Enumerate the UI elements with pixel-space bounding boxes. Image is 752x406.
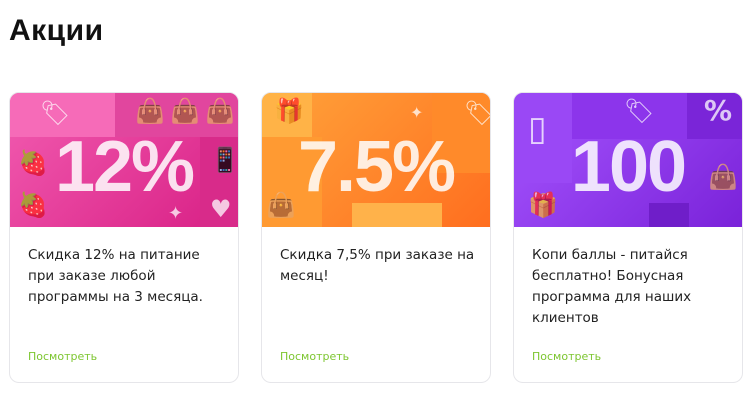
banner-text: 100 (570, 127, 687, 207)
promo-card-100-points[interactable]: ▯ 🎁 🏷 % 👜 100 Копи баллы - питайся беспл… (513, 92, 743, 383)
promo-card-7-5-percent[interactable]: 🎁 👜 ✦ 🏷 7.5% Скидка 7,5% при заказе на м… (261, 92, 491, 383)
banner-text: 7.5% (297, 127, 456, 207)
tag-heart-icon: 🏷 (464, 101, 490, 125)
promo-banner: ▯ 🎁 🏷 % 👜 100 (514, 93, 742, 227)
promo-banner: 🏷 👜 👜 👜 🍓 🍓 📱 ♥ ✦ 12% (10, 93, 238, 227)
view-link[interactable]: Посмотреть (532, 350, 602, 363)
banner-text: 12% (54, 127, 195, 207)
view-link[interactable]: Посмотреть (28, 350, 98, 363)
promo-description: Скидка 12% на питание при заказе любой п… (28, 247, 203, 305)
promo-description: Копи баллы - питайся бесплатно! Бонусная… (532, 247, 692, 326)
tag-icon: 🏷 (624, 97, 655, 125)
gift-icon: 🎁 (274, 97, 304, 125)
bag-icon: 👜 (266, 191, 296, 219)
promo-card-12-percent[interactable]: 🏷 👜 👜 👜 🍓 🍓 📱 ♥ ✦ 12% Скидка 12% на пита… (9, 92, 239, 383)
sparkle-icon: ✦ (168, 203, 184, 224)
bag-heart-icon: 👜 (708, 163, 738, 191)
promo-description: Скидка 7,5% при заказе на месяц! (280, 247, 475, 284)
promo-banner: 🎁 👜 ✦ 🏷 7.5% (262, 93, 490, 227)
page-title: Акции (9, 14, 104, 47)
tag-icon: 🏷 (40, 99, 71, 127)
percent-icon: % (704, 94, 733, 127)
strawberry-icon: 🍓 (18, 191, 48, 219)
strawberry-icon: 🍓 (18, 149, 48, 177)
bag-icon: 👜 (205, 97, 235, 125)
view-link[interactable]: Посмотреть (280, 350, 350, 363)
phone-check-icon: 📱 (210, 146, 238, 174)
bag-icon: 👜 (170, 97, 200, 125)
sparkle-icon: ✦ (410, 103, 424, 122)
bag-icon: 👜 (135, 97, 165, 125)
apple-icon: ♥ (210, 195, 232, 223)
gift-icon: 🎁 (528, 191, 558, 219)
phone-icon: ▯ (528, 109, 547, 149)
